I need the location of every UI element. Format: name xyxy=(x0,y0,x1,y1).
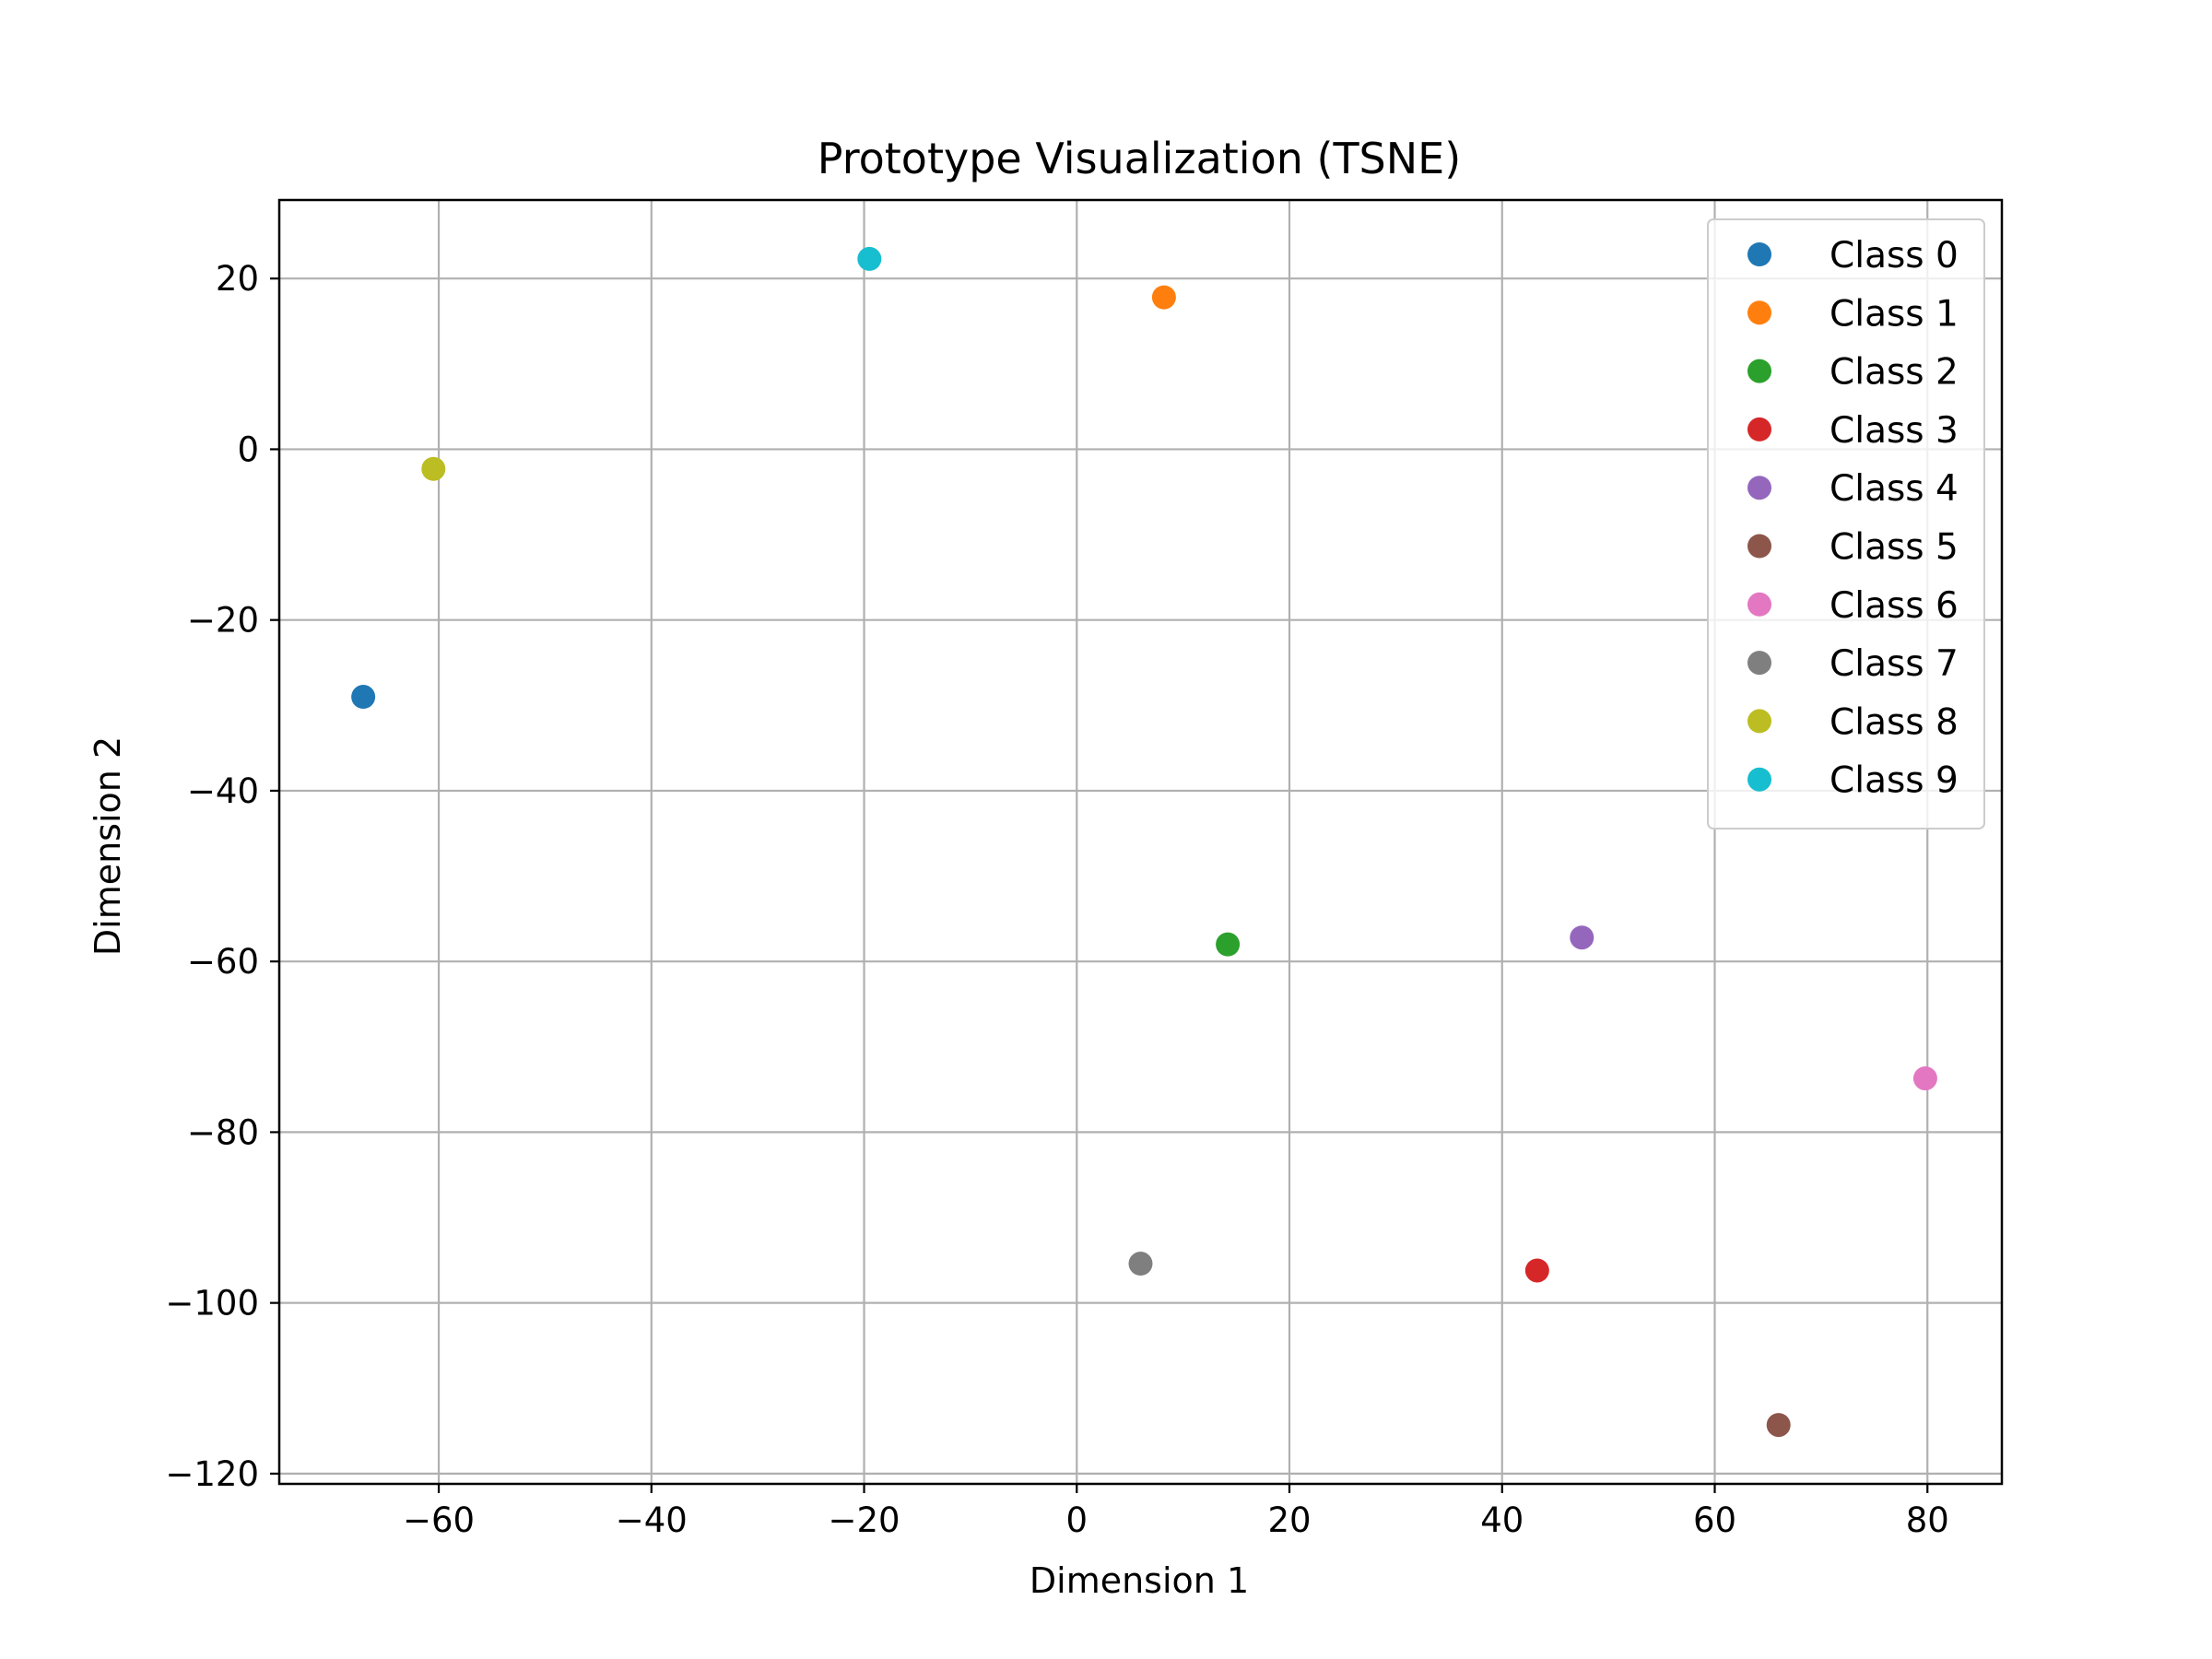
data-point xyxy=(421,456,446,481)
x-axis-label: Dimension 1 xyxy=(1030,1560,1249,1601)
x-tick-label: −40 xyxy=(616,1500,688,1540)
y-tick-label: −40 xyxy=(187,771,259,811)
legend-label: Class 4 xyxy=(1830,468,1959,510)
legend-label: Class 8 xyxy=(1830,701,1959,743)
y-tick-label: −120 xyxy=(165,1454,259,1494)
x-tick-label: 0 xyxy=(1066,1500,1088,1540)
legend: Class 0 Class 1 Class 2 Class 3 Class 4 Class… xyxy=(1707,218,1985,830)
legend-label: Class 0 xyxy=(1830,235,1959,276)
plot-area-frame xyxy=(277,198,2004,1486)
data-point xyxy=(1524,1258,1549,1283)
legend-marker xyxy=(1747,300,1771,325)
y-tick-label: −20 xyxy=(187,601,259,641)
legend-marker xyxy=(1747,709,1771,734)
data-point xyxy=(1128,1252,1153,1277)
legend-label: Class 5 xyxy=(1830,527,1959,569)
data-point xyxy=(1570,925,1594,950)
data-point xyxy=(857,246,882,271)
y-tick-label: 0 xyxy=(237,429,259,469)
legend-label: Class 9 xyxy=(1830,760,1959,802)
x-tick-label: 80 xyxy=(1906,1500,1949,1540)
data-point xyxy=(1912,1066,1937,1091)
x-tick-label: 60 xyxy=(1693,1500,1736,1540)
data-point xyxy=(1216,932,1241,957)
legend-label: Class 3 xyxy=(1830,410,1959,452)
legend-marker xyxy=(1747,592,1771,617)
x-tick-label: −20 xyxy=(828,1500,900,1540)
legend-marker xyxy=(1747,242,1771,266)
legend-marker xyxy=(1747,476,1771,500)
x-tick-label: 40 xyxy=(1480,1500,1524,1540)
axis-ticks: −60 −40 −20 0 20 40 60 80 −120 −100 −80 −60 −40 −20 0 2… xyxy=(165,259,1948,1540)
data-point xyxy=(1151,285,1176,310)
legend-box xyxy=(1707,218,1985,830)
legend-label: Class 1 xyxy=(1830,293,1959,335)
legend-marker xyxy=(1747,359,1771,383)
y-tick-label: −100 xyxy=(165,1284,259,1324)
x-tick-label: 20 xyxy=(1267,1500,1311,1540)
y-tick-label: 20 xyxy=(216,259,259,299)
legend-marker xyxy=(1747,651,1771,676)
chart-title: Prototype Visualization (TSNE) xyxy=(818,134,1461,183)
data-points xyxy=(351,246,1937,1438)
legend-label: Class 2 xyxy=(1830,352,1959,394)
x-tick-label: −60 xyxy=(403,1500,475,1540)
y-tick-label: −80 xyxy=(187,1112,259,1152)
legend-marker xyxy=(1747,767,1771,792)
y-axis-label: Dimension 2 xyxy=(88,736,128,956)
legend-label: Class 7 xyxy=(1830,643,1959,685)
data-point xyxy=(1766,1413,1791,1438)
legend-marker xyxy=(1747,417,1771,441)
legend-marker xyxy=(1747,534,1771,559)
data-point xyxy=(351,685,376,710)
y-tick-label: −60 xyxy=(187,942,259,982)
legend-label: Class 6 xyxy=(1830,585,1959,627)
